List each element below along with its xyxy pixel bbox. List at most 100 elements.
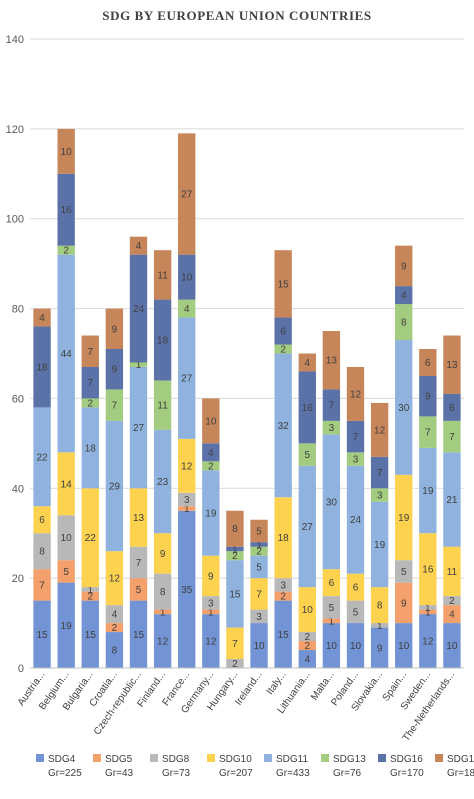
bar-segment-sdg11 (33, 407, 51, 507)
data-label: 10 (253, 641, 265, 652)
data-label: 3 (280, 580, 286, 591)
data-label: 29 (109, 482, 121, 493)
bar-segment-sdg11 (226, 560, 244, 628)
bar-segment-sdg16 (395, 286, 413, 305)
bar-segment-sdg17 (153, 250, 172, 300)
bar-segment-sdg5 (153, 609, 172, 615)
data-label: 1 (329, 616, 335, 627)
bar-segment-sdg10 (419, 533, 437, 606)
bar-segment-sdg4 (346, 623, 365, 668)
data-label: 15 (85, 630, 97, 641)
data-label: 19 (398, 513, 410, 524)
data-label: 3 (377, 491, 383, 502)
legend-item-sdg5: SDG5 Gr=43 (93, 754, 134, 779)
data-label: 5 (329, 603, 335, 614)
bar-segment-sdg17 (129, 236, 148, 255)
data-label: 12 (422, 637, 434, 648)
legend-swatch (264, 754, 272, 762)
data-label: 27 (302, 522, 314, 533)
bar-segment-sdg17 (33, 308, 51, 327)
bar-segment-sdg13 (153, 380, 172, 430)
bar-segment-sdg11 (57, 254, 75, 453)
y-tick-label: 140 (6, 34, 24, 46)
bar-segment-sdg13 (57, 245, 75, 255)
data-label: 1 (232, 544, 238, 555)
bar-segment-sdg8 (346, 600, 365, 624)
y-tick-label: 100 (6, 214, 24, 226)
bar-stack: 35 13 12 27 4 10 27 (178, 133, 196, 668)
data-label: 1 (425, 607, 431, 618)
data-label: 9 (208, 571, 214, 582)
legend-total: Gr=207 (219, 768, 253, 779)
data-label: 5 (136, 585, 142, 596)
data-label: 12 (374, 425, 386, 436)
data-label: 8 (160, 587, 166, 598)
bar-segment-sdg16 (178, 254, 196, 300)
bar-segment-sdg16 (250, 542, 268, 547)
data-label: 7 (112, 401, 118, 412)
bar-segment-sdg13 (129, 362, 148, 367)
legend-label: SDG17 (447, 754, 474, 765)
data-label: 2 (280, 345, 286, 356)
data-label: 7 (232, 639, 238, 650)
data-label: 8 (401, 318, 407, 329)
bar-segment-sdg8 (370, 623, 389, 628)
bar-segment-sdg11 (202, 470, 220, 556)
bar-stack: 12 11 16 19 7 9 6 (419, 349, 437, 668)
bar-segment-sdg10 (443, 546, 461, 597)
bar-segment-sdg5 (105, 623, 124, 633)
bar-segment-sdg8 (57, 515, 75, 561)
bar-segment-sdg10 (226, 627, 244, 660)
bar-segment-sdg5 (419, 609, 437, 615)
bar-segment-sdg8 (322, 596, 341, 619)
bar-segment-sdg16 (274, 317, 292, 345)
legend-item-sdg8: SDG8 Gr=73 (150, 754, 191, 779)
bar-segment-sdg5 (274, 591, 292, 601)
bar-segment-sdg11 (105, 420, 124, 552)
data-label: 4 (208, 448, 214, 459)
bar-segment-sdg4 (81, 600, 99, 668)
data-label: 19 (374, 540, 386, 551)
data-label: 2 (304, 641, 310, 652)
data-label: 3 (353, 455, 359, 466)
bar-segment-sdg4 (153, 614, 172, 668)
data-label: 6 (353, 583, 359, 594)
bar-segment-sdg10 (153, 533, 172, 574)
bar-segment-sdg5 (202, 609, 220, 615)
data-label: 10 (446, 641, 458, 652)
bar-segment-sdg17 (226, 510, 244, 547)
data-label: 44 (61, 349, 73, 360)
bar-segment-sdg8 (202, 596, 220, 610)
bar-segment-sdg4 (370, 627, 389, 668)
bar-segment-sdg4 (443, 623, 461, 668)
bar-segment-sdg17 (443, 335, 461, 394)
legend-total: Gr=170 (390, 768, 424, 779)
bar-stack: 002715218 (226, 510, 244, 670)
data-label: 1 (184, 504, 190, 515)
y-axis: 0 20 40 60 80 100 120 140 (6, 34, 24, 675)
bar-segment-sdg8 (274, 578, 292, 592)
legend-item-sdg13: SDG13 Gr=76 (321, 754, 366, 779)
legend-item-sdg10: SDG10 Gr=207 (207, 754, 253, 779)
bar-segment-sdg11 (443, 452, 461, 547)
bar-segment-sdg13 (81, 398, 99, 408)
data-label: 4 (136, 241, 142, 252)
bars: 1578622018419510144421610152122182778241… (33, 128, 461, 670)
bar-segment-sdg13 (370, 488, 389, 502)
legend: SDG4Gr=225SDG5Gr=43SDG8Gr=73SDG10Gr=207S… (36, 754, 474, 779)
bar-segment-sdg10 (105, 551, 124, 606)
data-label: 30 (326, 497, 338, 508)
data-label: 9 (377, 643, 383, 654)
data-label: 7 (256, 589, 262, 600)
legend-item-sdg11: SDG11 Gr=433 (264, 754, 310, 779)
bar-segment-sdg13 (202, 461, 220, 471)
legend-total: Gr=433 (276, 768, 310, 779)
legend-swatch (435, 754, 443, 762)
data-label: 2 (449, 596, 455, 607)
bar-segment-sdg17 (81, 335, 99, 367)
legend-label: SDG16 (390, 754, 423, 765)
data-label: 23 (157, 477, 169, 488)
data-label: 7 (449, 432, 455, 443)
